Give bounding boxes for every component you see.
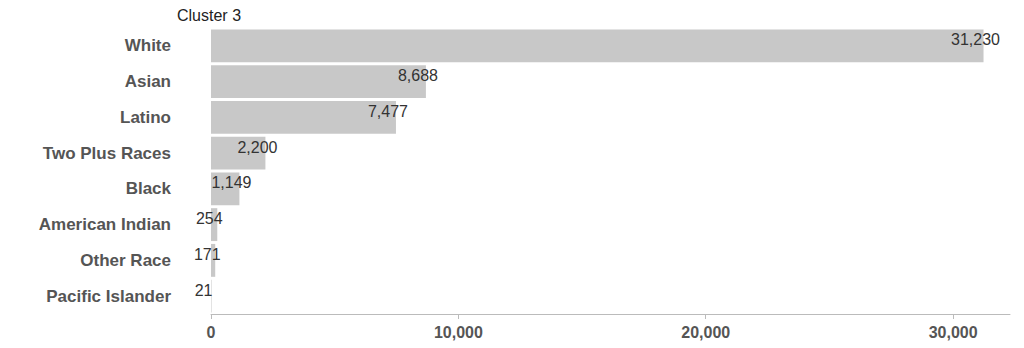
svg-text:0: 0 <box>207 324 216 341</box>
svg-text:254: 254 <box>196 210 223 227</box>
svg-text:American Indian: American Indian <box>39 215 171 234</box>
svg-text:8,688: 8,688 <box>398 67 438 84</box>
svg-text:Pacific Islander: Pacific Islander <box>46 287 171 306</box>
svg-text:31,230: 31,230 <box>951 31 1000 48</box>
svg-text:Two Plus Races: Two Plus Races <box>43 144 171 163</box>
svg-text:1,149: 1,149 <box>211 174 251 191</box>
svg-text:30,000: 30,000 <box>929 324 978 341</box>
svg-text:10,000: 10,000 <box>434 324 483 341</box>
svg-text:Cluster 3: Cluster 3 <box>177 7 241 24</box>
svg-text:20,000: 20,000 <box>681 324 730 341</box>
svg-text:171: 171 <box>194 246 221 263</box>
svg-text:Asian: Asian <box>125 72 171 91</box>
svg-text:2,200: 2,200 <box>237 139 277 156</box>
svg-text:21: 21 <box>195 282 213 299</box>
svg-text:Latino: Latino <box>120 108 171 127</box>
svg-text:Other Race: Other Race <box>80 251 171 270</box>
svg-text:White: White <box>125 36 171 55</box>
svg-text:7,477: 7,477 <box>368 103 408 120</box>
svg-text:Black: Black <box>126 179 172 198</box>
